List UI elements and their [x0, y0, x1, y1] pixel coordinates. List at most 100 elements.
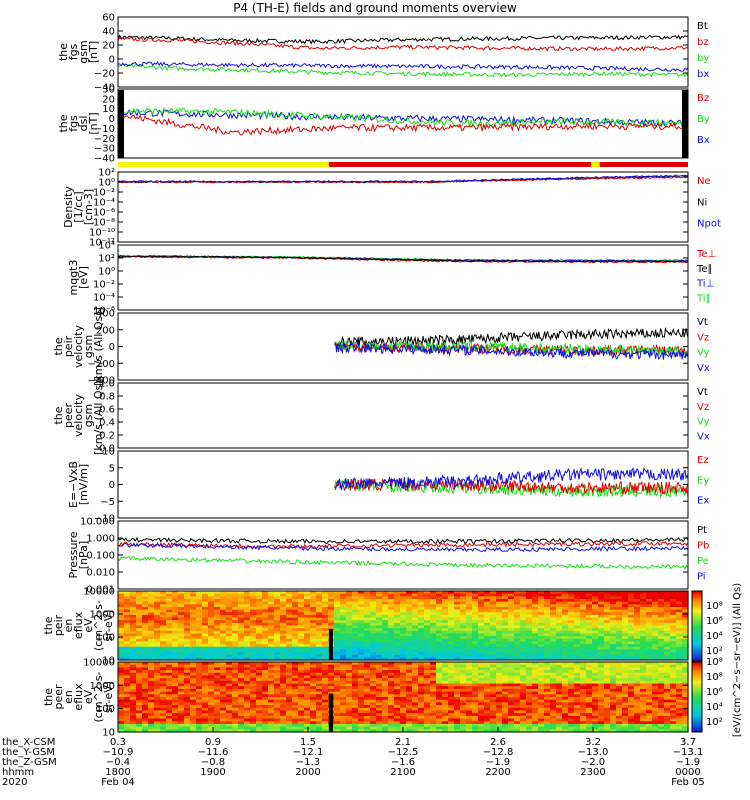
y-axis-label: E=−VxB [67, 461, 80, 508]
y-tick-label: 60 [102, 13, 115, 24]
x-tick-label: Feb 04 [101, 777, 135, 788]
legend-Vx: Vx [697, 431, 710, 442]
y-tick-label: 10⁰ [98, 267, 115, 278]
panel-frame [117, 88, 689, 159]
y-tick-label: 10⁻⁸ [93, 218, 115, 229]
y-tick-label: 10⁴ [98, 241, 115, 252]
panel-3 [117, 171, 689, 243]
colorbar-tick: 10⁶ [706, 616, 723, 627]
x-row-label: the_Y-GSM [2, 747, 55, 758]
x-tick-label: −2.0 [581, 757, 605, 768]
legend-Vy: Vy [697, 348, 710, 359]
series-by [117, 63, 689, 78]
y-axis-label: [nT] [87, 41, 100, 63]
y-axis-label: eV [82, 618, 95, 633]
x-row-label: hhmm [2, 767, 34, 778]
y-axis-label: Density [62, 186, 75, 228]
y-tick-label: 10000 [83, 587, 115, 598]
series-Pb [117, 540, 689, 550]
y-tick-label: 30 [102, 85, 115, 96]
y-tick-label: 0 [109, 342, 115, 353]
mode-bar-segment [118, 162, 329, 167]
y-axis-label: [km/s (All Qs)] [92, 307, 105, 386]
y-axis-label: [nPa] [77, 541, 90, 569]
y-tick-label: 100 [96, 704, 115, 715]
y-axis-label: peir [62, 335, 75, 357]
panel-10 [117, 661, 689, 733]
x-row-label: 2020 [2, 777, 27, 788]
panel-9 [117, 590, 689, 661]
series-Pe [117, 556, 689, 571]
x-tick-label: −0.4 [106, 757, 130, 768]
y-axis-label: sr-eV) [102, 609, 115, 641]
series-By [117, 106, 689, 128]
y-tick-label: 0.0 [99, 444, 115, 455]
mode-bar-segment [591, 162, 600, 167]
series-Te∥ [117, 255, 689, 263]
x-row-label: the_Z-GSM [2, 757, 57, 768]
x-tick-label: 0000 [675, 767, 700, 778]
y-axis-label: gsm [82, 335, 95, 358]
y-tick-label: 0.010 [86, 568, 115, 579]
series-Bt [117, 34, 689, 45]
y-tick-label: 10 [102, 728, 115, 739]
y-tick-label: 100 [96, 633, 115, 644]
data-gap-bar [328, 628, 333, 660]
y-tick-label: 1.000 [86, 534, 115, 545]
y-tick-label: 10² [98, 168, 115, 179]
colorbar-tick: 10⁴ [706, 702, 723, 713]
y-tick-label: 10⁻⁴ [93, 198, 115, 209]
y-tick-label: 10⁻¹⁰ [89, 228, 115, 239]
legend-Vy: Vy [697, 417, 710, 428]
y-tick-label: 10 [102, 104, 115, 115]
series-bx [117, 61, 689, 72]
x-tick-label: 0.9 [205, 737, 221, 748]
colorbar-tick: 10⁴ [706, 631, 723, 642]
x-tick-label: Feb 05 [671, 777, 705, 788]
y-tick-label: −40 [94, 154, 115, 165]
panel-2 [117, 88, 689, 159]
y-axis-label: the [57, 43, 70, 61]
mode-bar-segment [599, 162, 688, 167]
y-tick-label: 10⁻⁶ [93, 208, 115, 219]
colorbar-tick: 10² [706, 646, 723, 657]
y-tick-label: 0.001 [86, 585, 115, 596]
y-axis-label: the [42, 616, 55, 634]
colorbar-lower [691, 661, 703, 733]
legend-Ne: Ne [697, 176, 711, 187]
series-Pi [117, 542, 689, 553]
y-tick-label: −200 [88, 359, 115, 370]
y-axis-label: Pressure [67, 531, 80, 578]
x-tick-label: −13.0 [578, 747, 609, 758]
legend-Vx: Vx [697, 363, 710, 374]
colorbar-tick: 10⁸ [706, 601, 723, 612]
panel-frame [117, 16, 689, 88]
y-axis-label: peer [62, 403, 75, 429]
legend-Pb: Pb [697, 541, 709, 552]
colorbar-upper [691, 590, 703, 662]
x-tick-label: −10.9 [103, 747, 134, 758]
data-gap-bar [328, 693, 333, 732]
panel-6 [117, 382, 689, 449]
y-axis-label: dsl [77, 116, 90, 132]
y-axis-label: the [57, 114, 70, 132]
series-Bz [117, 114, 689, 136]
x-tick-label: −13.1 [673, 747, 704, 758]
y-tick-label: 10 [102, 447, 115, 458]
legend-by: by [697, 53, 709, 64]
legend-Pe: Pe [697, 556, 709, 567]
y-tick-label: 20 [102, 41, 115, 52]
x-tick-label: 2100 [390, 767, 415, 778]
edge-bar-right [682, 90, 688, 158]
series-bz [117, 36, 689, 52]
y-tick-label: −20 [94, 69, 115, 80]
x-tick-label: 2200 [485, 767, 510, 778]
legend-Vz: Vz [697, 332, 709, 343]
series-Pt [117, 536, 689, 545]
x-tick-label: −12.8 [483, 747, 514, 758]
y-tick-label: 0.6 [99, 405, 115, 416]
y-tick-label: 20 [102, 94, 115, 105]
legend-Npot: Npot [697, 219, 721, 230]
